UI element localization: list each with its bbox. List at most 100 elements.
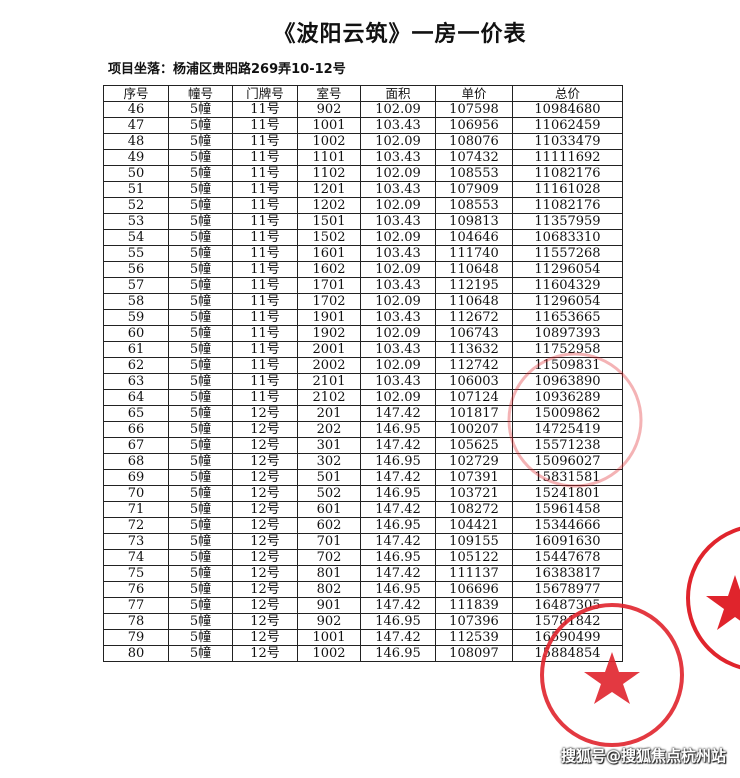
cell-seq: 71 bbox=[103, 501, 169, 518]
cell-area: 147.42 bbox=[360, 405, 436, 422]
cell-door-number: 11号 bbox=[232, 341, 298, 358]
cell-unit-price: 106003 bbox=[435, 373, 513, 390]
cell-total-price: 11082176 bbox=[512, 197, 623, 214]
cell-area: 146.95 bbox=[360, 453, 436, 470]
cell-unit-price: 107598 bbox=[435, 101, 513, 118]
cell-unit-price: 112672 bbox=[435, 309, 513, 326]
table-row: 73 5幢 12号 701 147.42 109155 16091630 bbox=[103, 533, 623, 550]
table-row: 70 5幢 12号 502 146.95 103721 15241801 bbox=[103, 485, 623, 502]
cell-total-price: 11509831 bbox=[512, 357, 623, 374]
cell-room: 1701 bbox=[297, 277, 361, 294]
cell-unit-price: 109155 bbox=[435, 533, 513, 550]
cell-area: 147.42 bbox=[360, 565, 436, 582]
cell-seq: 57 bbox=[103, 277, 169, 294]
cell-door-number: 12号 bbox=[232, 517, 298, 534]
cell-area: 102.09 bbox=[360, 165, 436, 182]
cell-building: 5幢 bbox=[168, 293, 233, 310]
header-building: 幢号 bbox=[168, 85, 233, 102]
cell-door-number: 11号 bbox=[232, 261, 298, 278]
cell-area: 146.95 bbox=[360, 581, 436, 598]
cell-door-number: 11号 bbox=[232, 325, 298, 342]
cell-room: 902 bbox=[297, 101, 361, 118]
cell-seq: 56 bbox=[103, 261, 169, 278]
cell-seq: 75 bbox=[103, 565, 169, 582]
cell-area: 102.09 bbox=[360, 389, 436, 406]
cell-door-number: 11号 bbox=[232, 117, 298, 134]
cell-building: 5幢 bbox=[168, 421, 233, 438]
table-row: 78 5幢 12号 902 146.95 107396 15781842 bbox=[103, 613, 623, 630]
cell-seq: 74 bbox=[103, 549, 169, 566]
table-row: 65 5幢 12号 201 147.42 101817 15009862 bbox=[103, 405, 623, 422]
cell-unit-price: 106956 bbox=[435, 117, 513, 134]
cell-unit-price: 112742 bbox=[435, 357, 513, 374]
cell-seq: 46 bbox=[103, 101, 169, 118]
cell-area: 103.43 bbox=[360, 373, 436, 390]
table-row: 63 5幢 11号 2101 103.43 106003 10963890 bbox=[103, 373, 623, 390]
table-row: 64 5幢 11号 2102 102.09 107124 10936289 bbox=[103, 389, 623, 406]
cell-building: 5幢 bbox=[168, 645, 233, 662]
cell-room: 1201 bbox=[297, 181, 361, 198]
table-row: 80 5幢 12号 1002 146.95 108097 15884854 bbox=[103, 645, 623, 662]
cell-area: 146.95 bbox=[360, 485, 436, 502]
header-room: 室号 bbox=[297, 85, 361, 102]
cell-seq: 61 bbox=[103, 341, 169, 358]
cell-room: 2101 bbox=[297, 373, 361, 390]
cell-total-price: 15241801 bbox=[512, 485, 623, 502]
cell-room: 1202 bbox=[297, 197, 361, 214]
table-row: 68 5幢 12号 302 146.95 102729 15096027 bbox=[103, 453, 623, 470]
cell-seq: 70 bbox=[103, 485, 169, 502]
cell-room: 502 bbox=[297, 485, 361, 502]
cell-room: 1901 bbox=[297, 309, 361, 326]
cell-door-number: 12号 bbox=[232, 485, 298, 502]
cell-door-number: 11号 bbox=[232, 309, 298, 326]
cell-building: 5幢 bbox=[168, 469, 233, 486]
table-row: 49 5幢 11号 1101 103.43 107432 11111692 bbox=[103, 149, 623, 166]
cell-building: 5幢 bbox=[168, 373, 233, 390]
cell-room: 1501 bbox=[297, 213, 361, 230]
table-row: 60 5幢 11号 1902 102.09 106743 10897393 bbox=[103, 325, 623, 342]
cell-building: 5幢 bbox=[168, 261, 233, 278]
cell-area: 103.43 bbox=[360, 149, 436, 166]
cell-room: 1001 bbox=[297, 629, 361, 646]
cell-total-price: 15678977 bbox=[512, 581, 623, 598]
cell-total-price: 15781842 bbox=[512, 613, 623, 630]
cell-building: 5幢 bbox=[168, 101, 233, 118]
cell-door-number: 11号 bbox=[232, 101, 298, 118]
cell-seq: 54 bbox=[103, 229, 169, 246]
cell-door-number: 12号 bbox=[232, 453, 298, 470]
cell-area: 146.95 bbox=[360, 549, 436, 566]
cell-unit-price: 112195 bbox=[435, 277, 513, 294]
cell-door-number: 11号 bbox=[232, 357, 298, 374]
cell-door-number: 11号 bbox=[232, 197, 298, 214]
cell-room: 501 bbox=[297, 469, 361, 486]
table-row: 76 5幢 12号 802 146.95 106696 15678977 bbox=[103, 581, 623, 598]
cell-door-number: 11号 bbox=[232, 133, 298, 150]
cell-building: 5幢 bbox=[168, 357, 233, 374]
table-row: 75 5幢 12号 801 147.42 111137 16383817 bbox=[103, 565, 623, 582]
cell-unit-price: 110648 bbox=[435, 293, 513, 310]
table-row: 52 5幢 11号 1202 102.09 108553 11082176 bbox=[103, 197, 623, 214]
cell-building: 5幢 bbox=[168, 229, 233, 246]
cell-unit-price: 107909 bbox=[435, 181, 513, 198]
cell-door-number: 11号 bbox=[232, 373, 298, 390]
cell-room: 2102 bbox=[297, 389, 361, 406]
cell-room: 1902 bbox=[297, 325, 361, 342]
cell-seq: 62 bbox=[103, 357, 169, 374]
cell-area: 147.42 bbox=[360, 597, 436, 614]
cell-building: 5幢 bbox=[168, 277, 233, 294]
cell-area: 102.09 bbox=[360, 357, 436, 374]
cell-building: 5幢 bbox=[168, 213, 233, 230]
table-row: 54 5幢 11号 1502 102.09 104646 10683310 bbox=[103, 229, 623, 246]
table-row: 62 5幢 11号 2002 102.09 112742 11509831 bbox=[103, 357, 623, 374]
cell-door-number: 12号 bbox=[232, 469, 298, 486]
cell-room: 1002 bbox=[297, 645, 361, 662]
cell-room: 302 bbox=[297, 453, 361, 470]
cell-unit-price: 102729 bbox=[435, 453, 513, 470]
header-total-price: 总价 bbox=[512, 85, 623, 102]
cell-area: 147.42 bbox=[360, 437, 436, 454]
cell-door-number: 11号 bbox=[232, 245, 298, 262]
cell-unit-price: 113632 bbox=[435, 341, 513, 358]
cell-building: 5幢 bbox=[168, 501, 233, 518]
table-row: 59 5幢 11号 1901 103.43 112672 11653665 bbox=[103, 309, 623, 326]
header-seq: 序号 bbox=[103, 85, 169, 102]
